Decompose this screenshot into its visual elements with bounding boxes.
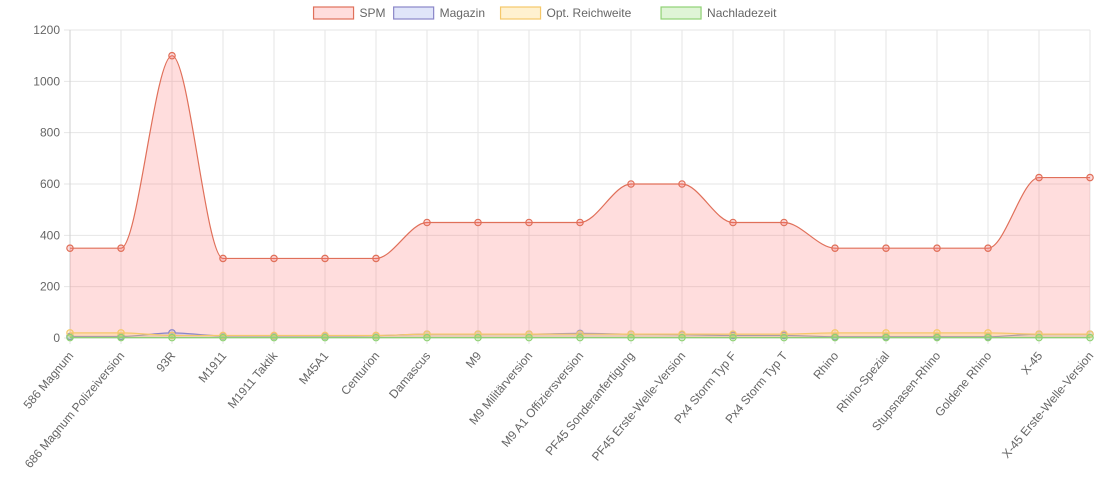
nachladezeit-point[interactable] xyxy=(67,334,73,340)
nachladezeit-point[interactable] xyxy=(424,334,430,340)
spm-point[interactable] xyxy=(118,245,124,251)
x-tick-label: M9 xyxy=(463,349,485,371)
x-tick-label: 686 Magnum Polizeiversion xyxy=(22,349,127,471)
spm-point[interactable] xyxy=(781,219,787,225)
spm-point[interactable] xyxy=(526,219,532,225)
x-tick-label: Rhino-Spezial xyxy=(834,349,893,415)
x-tick-label: 586 Magnum xyxy=(21,349,77,412)
nachladezeit-point[interactable] xyxy=(832,334,838,340)
nachladezeit-point[interactable] xyxy=(118,334,124,340)
nachladezeit-point[interactable] xyxy=(1036,334,1042,340)
legend-swatch-opt-reichweite[interactable] xyxy=(501,7,541,19)
spm-point[interactable] xyxy=(832,245,838,251)
x-tick-label: X-45 xyxy=(1018,349,1045,378)
y-tick-label: 600 xyxy=(40,177,60,191)
spm-point[interactable] xyxy=(1087,174,1093,180)
x-tick-label: Rhino xyxy=(810,349,841,382)
nachladezeit-point[interactable] xyxy=(475,334,481,340)
spm-point[interactable] xyxy=(169,52,175,58)
spm-point[interactable] xyxy=(271,255,277,261)
spm-point[interactable] xyxy=(883,245,889,251)
x-tick-label: X-45 Erste-Welle-Version xyxy=(999,349,1096,461)
nachladezeit-point[interactable] xyxy=(373,334,379,340)
y-tick-label: 1200 xyxy=(33,23,60,37)
nachladezeit-point[interactable] xyxy=(526,334,532,340)
nachladezeit-point[interactable] xyxy=(628,334,634,340)
spm-point[interactable] xyxy=(934,245,940,251)
x-tick-label: PF45 Sonderanfertigung xyxy=(543,349,638,458)
y-tick-label: 400 xyxy=(40,228,60,242)
y-tick-label: 800 xyxy=(40,126,60,140)
y-tick-label: 0 xyxy=(53,331,60,345)
spm-point[interactable] xyxy=(628,181,634,187)
nachladezeit-point[interactable] xyxy=(985,334,991,340)
spm-point[interactable] xyxy=(679,181,685,187)
nachladezeit-point[interactable] xyxy=(271,334,277,340)
legend-label-nachladezeit[interactable]: Nachladezeit xyxy=(707,6,777,20)
legend-label-opt-reichweite[interactable]: Opt. Reichweite xyxy=(547,6,632,20)
spm-point[interactable] xyxy=(1036,174,1042,180)
spm-point[interactable] xyxy=(424,219,430,225)
legend-label-magazin[interactable]: Magazin xyxy=(440,6,485,20)
x-tick-label: M1911 Taktik xyxy=(225,348,281,411)
legend-swatch-magazin[interactable] xyxy=(394,7,434,19)
nachladezeit-point[interactable] xyxy=(577,334,583,340)
x-tick-label: PF45 Erste-Welle-Version xyxy=(589,349,688,464)
spm-point[interactable] xyxy=(322,255,328,261)
spm-point[interactable] xyxy=(577,219,583,225)
spm-point[interactable] xyxy=(475,219,481,225)
nachladezeit-point[interactable] xyxy=(883,334,889,340)
nachladezeit-point[interactable] xyxy=(679,334,685,340)
x-tick-label: 93R xyxy=(153,349,178,375)
spm-point[interactable] xyxy=(220,255,226,261)
legend-label-spm[interactable]: SPM xyxy=(360,6,386,20)
x-tick-label: Centurion xyxy=(338,349,382,398)
nachladezeit-point[interactable] xyxy=(781,334,787,340)
y-tick-label: 200 xyxy=(40,280,60,294)
nachladezeit-point[interactable] xyxy=(322,334,328,340)
x-tick-label: M45A1 xyxy=(296,349,331,387)
x-tick-label: M1911 xyxy=(196,349,230,386)
nachladezeit-point[interactable] xyxy=(220,334,226,340)
nachladezeit-point[interactable] xyxy=(1087,334,1093,340)
spm-point[interactable] xyxy=(730,219,736,225)
nachladezeit-point[interactable] xyxy=(169,334,175,340)
spm-point[interactable] xyxy=(67,245,73,251)
spm-point[interactable] xyxy=(373,255,379,261)
legend-swatch-spm[interactable] xyxy=(314,7,354,19)
nachladezeit-point[interactable] xyxy=(730,334,736,340)
spm-point[interactable] xyxy=(985,245,991,251)
y-tick-label: 1000 xyxy=(33,74,60,88)
legend-swatch-nachladezeit[interactable] xyxy=(661,7,701,19)
nachladezeit-point[interactable] xyxy=(934,334,940,340)
x-tick-label: Damascus xyxy=(386,349,433,401)
